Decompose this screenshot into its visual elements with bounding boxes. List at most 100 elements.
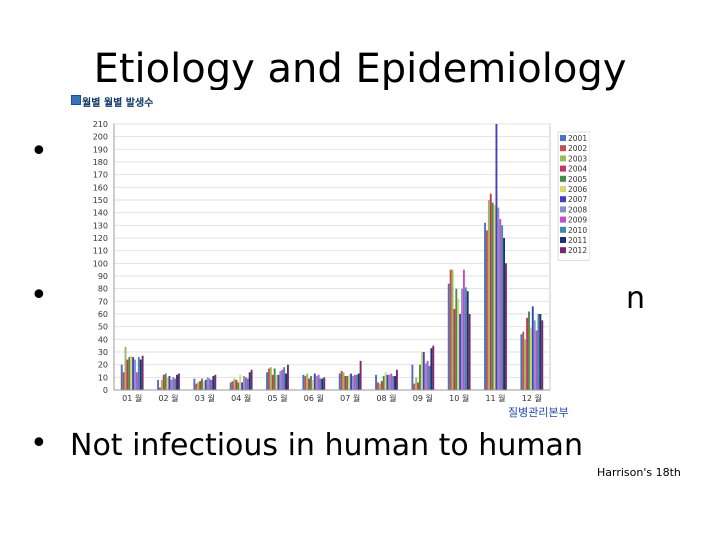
bar — [468, 314, 471, 390]
bar — [462, 269, 465, 390]
y-tick-label: 160 — [93, 183, 108, 192]
bar — [237, 382, 240, 390]
x-tick-label: 05 월 — [267, 393, 287, 403]
y-tick-label: 40 — [98, 335, 108, 344]
y-tick-label: 110 — [93, 247, 108, 256]
bar — [449, 269, 452, 390]
bar — [457, 298, 460, 390]
bar — [417, 382, 420, 390]
legend-swatch — [560, 135, 566, 141]
bar — [352, 376, 354, 390]
bar — [388, 374, 391, 390]
x-tick-label: 12 월 — [522, 393, 542, 403]
bar — [529, 327, 532, 390]
bar — [128, 357, 131, 390]
bar — [208, 378, 211, 390]
y-tick-label: 180 — [93, 158, 108, 167]
bar — [239, 374, 242, 390]
bar — [486, 230, 488, 390]
bar — [199, 381, 202, 390]
chart-source: 질병관리본부 — [508, 406, 569, 419]
bar — [122, 372, 125, 390]
legend-swatch — [560, 216, 566, 223]
bar — [357, 373, 360, 390]
bar — [484, 222, 486, 390]
y-tick-label: 100 — [93, 259, 108, 268]
x-tick-label: 03 월 — [195, 393, 215, 403]
bullet-text-fragment: n — [626, 281, 646, 316]
bar — [160, 379, 163, 390]
bar — [453, 308, 456, 390]
y-tick-label: 120 — [93, 234, 108, 243]
bar — [244, 377, 247, 390]
x-tick-label: 02 월 — [158, 393, 178, 403]
bar — [210, 379, 213, 390]
bar — [342, 372, 345, 390]
bar — [420, 352, 423, 390]
bar — [384, 372, 387, 390]
y-tick-label: 200 — [93, 133, 108, 142]
bar — [340, 371, 343, 390]
bullet-marker: • — [30, 134, 48, 169]
bar — [306, 373, 309, 390]
bar — [346, 376, 349, 390]
bar — [168, 376, 171, 390]
bar — [233, 378, 236, 390]
y-tick-label: 0 — [103, 386, 108, 395]
bar — [266, 372, 268, 390]
bar — [248, 372, 251, 390]
bar — [315, 376, 318, 390]
bar — [464, 287, 467, 390]
y-axis: 0 10 20 30 40 50 60 70 80 90 100 110 120 130 140 150 160… — [93, 120, 115, 395]
bar — [537, 314, 540, 390]
bar — [246, 378, 249, 390]
y-tick-label: 210 — [93, 120, 108, 129]
bar — [422, 352, 425, 390]
plot-area — [113, 123, 551, 391]
x-tick-label: 07 월 — [340, 393, 360, 403]
bar — [281, 369, 284, 390]
bar — [271, 374, 274, 390]
bar — [269, 367, 272, 390]
bar — [170, 379, 173, 390]
bar — [197, 382, 200, 390]
chart-title: 월별 월별 발생수 — [82, 98, 154, 109]
bar — [130, 355, 133, 390]
x-tick-label: 10 월 — [449, 393, 469, 403]
bar — [396, 369, 398, 390]
bar — [304, 376, 307, 390]
legend-label: 2001 — [568, 134, 587, 143]
bar — [206, 377, 209, 390]
bar — [541, 320, 544, 390]
bar — [241, 382, 244, 390]
chart-title-icon — [71, 95, 81, 105]
y-tick-label: 150 — [93, 196, 108, 205]
y-tick-label: 50 — [98, 323, 108, 332]
x-tick-label: 09 월 — [413, 393, 433, 403]
bar — [394, 376, 396, 390]
bar — [159, 387, 161, 390]
bar — [505, 263, 507, 390]
bar — [126, 359, 129, 390]
bar — [377, 382, 379, 390]
bar — [321, 378, 324, 390]
x-tick-label: 04 월 — [231, 393, 251, 403]
bar — [214, 374, 217, 390]
legend-swatch — [560, 155, 566, 162]
bar — [195, 383, 198, 390]
bar — [132, 357, 135, 390]
legend-swatch — [560, 175, 566, 182]
bar-chart: 0 10 20 30 40 50 60 70 80 90 100 110 120 130 140 150 160… — [93, 120, 590, 403]
y-tick-label: 170 — [93, 171, 108, 180]
citation: Harrison's 18th — [597, 466, 681, 479]
legend-label: 2011 — [568, 236, 587, 245]
bar — [164, 373, 167, 390]
bar — [390, 373, 393, 390]
bar — [319, 378, 322, 390]
legend-label: 2006 — [568, 185, 587, 194]
bar — [428, 365, 431, 390]
legend-swatch — [560, 186, 566, 192]
bar — [268, 368, 270, 390]
y-tick-label: 20 — [98, 361, 108, 370]
